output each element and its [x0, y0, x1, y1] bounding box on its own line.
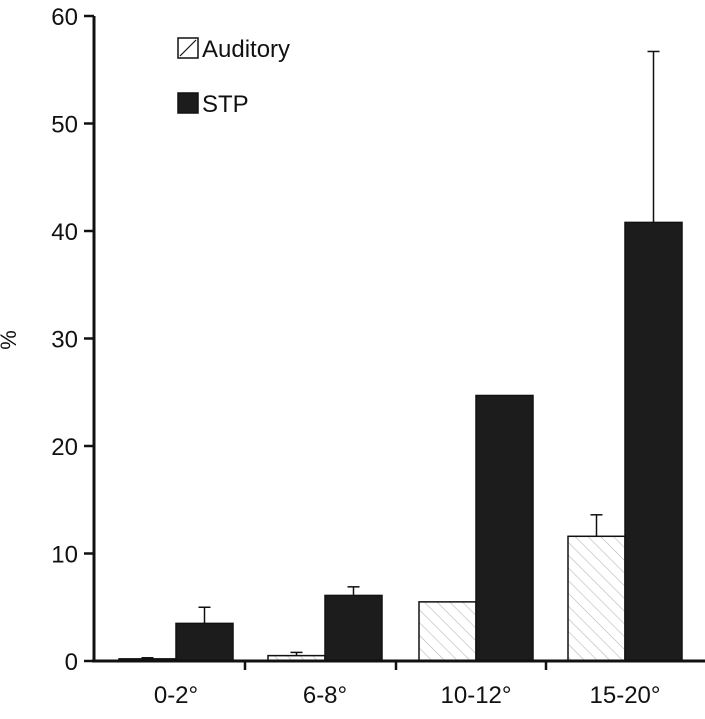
y-tick-label: 50 — [51, 112, 78, 139]
legend-item-stp: STP — [177, 91, 249, 118]
y-tick-label: 30 — [51, 327, 78, 354]
y-tick-label: 10 — [51, 542, 78, 569]
x-tick-label: 0-2° — [154, 682, 198, 709]
legend-swatch-hatch — [179, 39, 197, 57]
error-bar-group — [141, 50, 660, 659]
legend-label-stp: STP — [202, 91, 249, 118]
bar-auditory-2 — [418, 601, 477, 662]
legend-swatch-stp — [177, 92, 199, 114]
y-tick-label: 20 — [51, 434, 78, 461]
legend-label-auditory: Auditory — [202, 36, 290, 63]
y-tick-label: 60 — [51, 4, 78, 31]
x-tick-label: 10-12° — [441, 682, 512, 709]
y-axis-ticks: 0 10 20 30 40 50 60 — [51, 4, 94, 676]
bar-group — [118, 221, 683, 662]
bar-stp-1 — [324, 594, 383, 662]
bar-stp-3 — [624, 221, 683, 662]
legend: Auditory STP — [177, 36, 290, 118]
y-tick-label: 0 — [65, 649, 78, 676]
x-tick-label: 15-20° — [590, 682, 661, 709]
y-tick-label: 40 — [51, 219, 78, 246]
y-axis-label: % — [0, 330, 21, 350]
bar-stp-2 — [475, 394, 534, 662]
bar-stp-0 — [175, 622, 234, 662]
bar-auditory-3 — [567, 535, 626, 662]
legend-item-auditory: Auditory — [177, 36, 290, 63]
x-tick-label: 6-8° — [303, 682, 347, 709]
x-axis-labels: 0-2° 6-8° 10-12° 15-20° — [154, 661, 661, 709]
